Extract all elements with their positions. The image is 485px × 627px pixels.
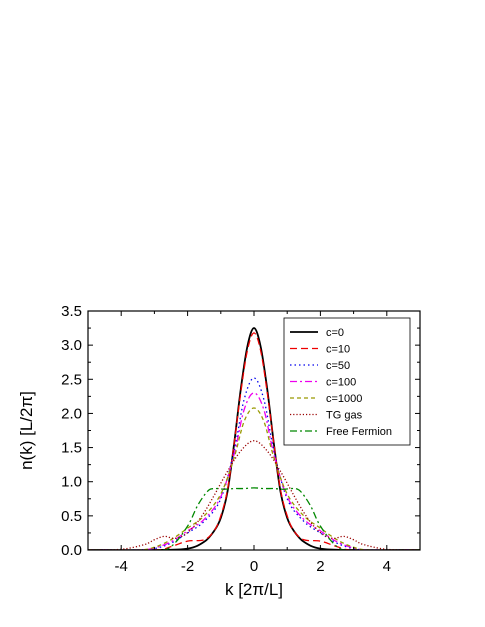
series-line-c-0 <box>88 327 420 550</box>
y-tick-label: 1.0 <box>61 474 82 491</box>
y-tick-label: 0.0 <box>61 542 82 559</box>
legend: c=0 c=10 c=50 c=100 c=1000 TG gas Free Fermion <box>283 317 411 446</box>
y-tick-label: 0.5 <box>61 508 82 525</box>
series-line-tg-gas <box>88 440 420 550</box>
y-tick-label: 1.5 <box>61 440 82 457</box>
series-line-c-50 <box>88 377 420 550</box>
y-tick-label: 2.5 <box>61 371 82 388</box>
x-tick-label: -2 <box>181 558 194 575</box>
x-tick-label: 0 <box>250 558 258 575</box>
axis-ticks: -4 -2 0 2 4 0.0 0.5 1.0 1.5 2.0 2.5 3.0 3.5 <box>61 303 421 575</box>
series-line-c-1000 <box>88 407 420 550</box>
y-axis-label: n(k) [L/2π] <box>17 391 36 470</box>
legend-label: c=0 <box>326 327 344 339</box>
plot-area <box>88 327 420 550</box>
series-line-free-fermion <box>88 487 420 550</box>
legend-label: c=50 <box>326 360 350 372</box>
y-tick-label: 3.5 <box>61 303 82 320</box>
x-tick-label: -4 <box>115 558 128 575</box>
legend-label: c=1000 <box>326 393 362 405</box>
legend-label: TG gas <box>326 410 363 422</box>
y-tick-label: 2.0 <box>61 405 82 422</box>
legend-label: c=100 <box>326 377 356 389</box>
series-line-c-10 <box>88 332 420 550</box>
legend-label: c=10 <box>326 344 350 356</box>
series-line-c-100 <box>88 392 420 550</box>
x-axis-label: k [2π/L] <box>225 580 283 599</box>
legend-label: Free Fermion <box>326 426 392 438</box>
x-tick-label: 4 <box>383 558 391 575</box>
x-tick-label: 2 <box>316 558 324 575</box>
y-tick-label: 3.0 <box>61 337 82 354</box>
